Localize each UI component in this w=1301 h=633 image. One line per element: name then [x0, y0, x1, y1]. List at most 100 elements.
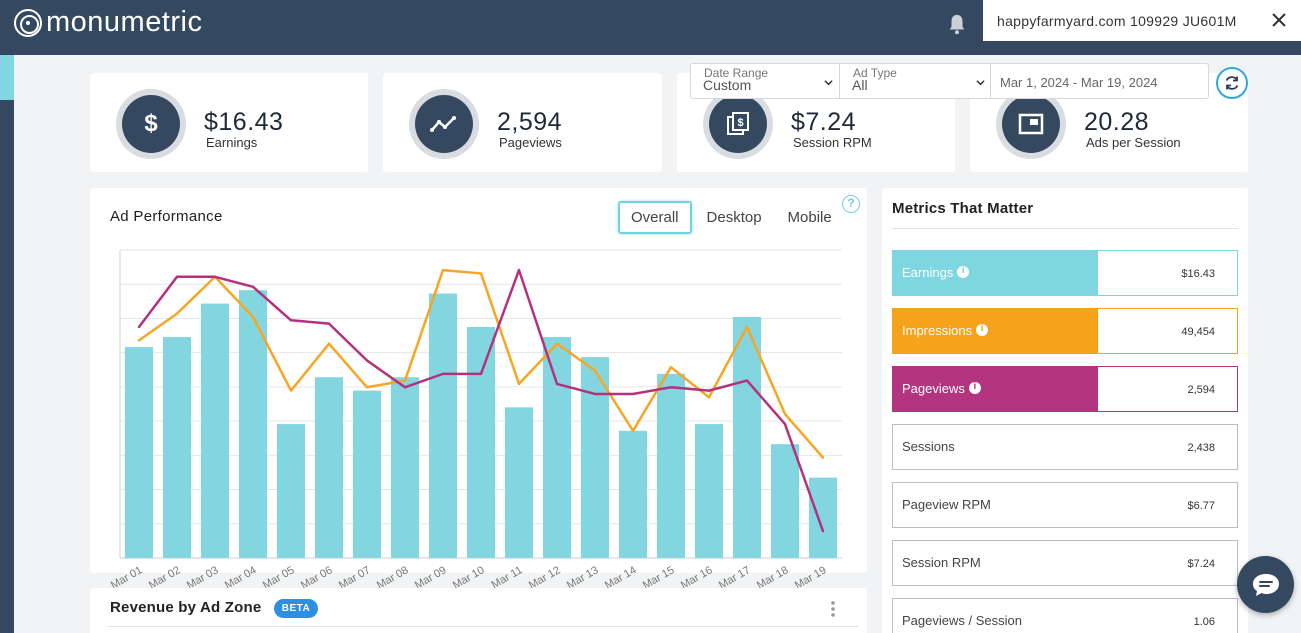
bar [238, 290, 268, 558]
device-tabs: Overall Desktop Mobile [618, 201, 847, 234]
stat-label: Earnings [206, 135, 258, 150]
sidebar-active-indicator[interactable] [0, 55, 14, 100]
line-point [479, 372, 483, 376]
x-tick-label: Mar 17 [717, 564, 753, 588]
line-point [403, 386, 407, 389]
bar [732, 316, 762, 558]
bar [124, 347, 154, 558]
metric-label: Pageviews / Session [902, 613, 1022, 628]
kebab-menu-icon[interactable] [830, 600, 836, 618]
metric-label-text: Session RPM [902, 555, 981, 570]
x-tick-label: Mar 18 [755, 564, 791, 588]
info-icon[interactable] [957, 265, 970, 278]
chevron-down-icon [976, 80, 985, 86]
chat-button[interactable] [1237, 556, 1294, 613]
x-tick-label: Mar 15 [641, 564, 677, 588]
line-point [593, 392, 597, 396]
bar [504, 407, 534, 558]
date-picker[interactable]: Mar 1, 2024 - Mar 19, 2024 [991, 64, 1208, 98]
site-selector[interactable]: happyfarmyard.com 109929 JU601M [983, 0, 1301, 41]
line-point [555, 382, 559, 386]
metric-label-text: Earnings [902, 265, 954, 280]
metric-row-pageview-rpm[interactable]: Pageview RPM $6.77 [892, 482, 1238, 528]
x-tick-label: Mar 13 [565, 564, 601, 588]
ad-type-select[interactable]: Ad Type All [840, 64, 991, 98]
stat-label: Ads per Session [1086, 135, 1181, 150]
stat-label: Session RPM [793, 135, 872, 150]
refresh-icon [1225, 76, 1239, 90]
line-point [137, 339, 141, 342]
metric-row-session-rpm[interactable]: Session RPM $7.24 [892, 540, 1238, 586]
tab-mobile[interactable]: Mobile [787, 209, 832, 226]
line-point [251, 315, 255, 319]
ad-window-icon [1002, 95, 1060, 153]
line-point [593, 369, 597, 372]
line-point [821, 456, 825, 459]
filter-bar: Date Range Custom Ad Type All Mar 1, 202… [690, 63, 1209, 99]
bar [162, 337, 192, 558]
left-sidebar-rail [0, 55, 14, 633]
line-point [745, 325, 749, 329]
bar [694, 424, 724, 558]
metric-value: $16.43 [1181, 268, 1215, 280]
dollar-pages-icon: $ [709, 95, 767, 153]
info-icon[interactable] [968, 381, 981, 394]
top-bar: monumetric happyfarmyard.com 109929 JU60… [0, 0, 1301, 55]
x-tick-label: Mar 12 [527, 564, 563, 588]
site-selector-text: happyfarmyard.com 109929 JU601M [997, 12, 1237, 29]
bar [466, 327, 496, 558]
line-point [137, 325, 141, 329]
x-tick-label: Mar 09 [413, 564, 449, 588]
metric-label: Session RPM [902, 555, 981, 570]
metric-row-impressions[interactable]: Impressions 49,454 [892, 308, 1238, 354]
line-point [213, 275, 217, 278]
metric-row-earnings[interactable]: Earnings $16.43 [892, 250, 1238, 296]
line-point [365, 386, 369, 389]
metrics-that-matter-card: Metrics That Matter Earnings $16.43 Impres… [882, 188, 1248, 633]
info-icon[interactable] [976, 323, 989, 336]
metric-fill-bar [893, 367, 1098, 411]
trend-line-icon [415, 95, 473, 153]
metric-label: Impressions [902, 323, 989, 338]
metric-value: 2,438 [1187, 442, 1215, 454]
ad-performance-card: Mar 01 Mar 02 Mar 03 Mar 04 Mar 05 Mar 06 Mar … [90, 188, 867, 588]
tab-desktop[interactable]: Desktop [706, 209, 762, 226]
stat-card-earnings: $ $16.43 Earnings [90, 73, 368, 172]
metric-row-sessions[interactable]: Sessions 2,438 [892, 424, 1238, 470]
line-point [251, 285, 255, 289]
metric-value: 2,594 [1187, 384, 1215, 396]
ad-type-label: Ad Type [853, 66, 897, 80]
stat-circle: $ [703, 89, 773, 159]
x-tick-label: Mar 03 [185, 564, 221, 588]
chevron-down-icon [824, 80, 833, 86]
bar [808, 477, 838, 558]
x-tick-label: Mar 16 [679, 564, 715, 588]
x-tick-label: Mar 04 [223, 564, 259, 588]
stat-circle [409, 89, 479, 159]
stat-circle [996, 89, 1066, 159]
tab-overall[interactable]: Overall [618, 201, 692, 234]
date-range-select[interactable]: Date Range Custom [691, 64, 840, 98]
refresh-button[interactable] [1216, 67, 1248, 99]
metric-label: Pageview RPM [902, 497, 991, 512]
metric-row-pageviews-session[interactable]: Pageviews / Session 1.06 [892, 598, 1238, 633]
x-tick-label: Mar 19 [793, 564, 829, 588]
stat-value: $7.24 [791, 108, 857, 136]
bar [428, 293, 458, 558]
help-icon[interactable]: ? [842, 195, 860, 213]
bell-icon[interactable] [946, 12, 968, 36]
metric-label-text: Pageview RPM [902, 497, 991, 512]
metric-row-pageviews[interactable]: Pageviews 2,594 [892, 366, 1238, 412]
x-tick-label: Mar 10 [451, 564, 487, 588]
line-point [669, 365, 673, 369]
metric-value: $6.77 [1187, 500, 1215, 512]
line-point [175, 275, 179, 278]
line-point [479, 272, 483, 275]
stat-value: 20.28 [1084, 108, 1150, 136]
bar [200, 303, 230, 558]
monumetric-logo[interactable]: monumetric [14, 6, 203, 39]
logo-text: monumetric [46, 6, 203, 38]
x-tick-label: Mar 01 [109, 564, 145, 588]
bar [770, 444, 800, 558]
close-icon[interactable] [1271, 12, 1287, 28]
